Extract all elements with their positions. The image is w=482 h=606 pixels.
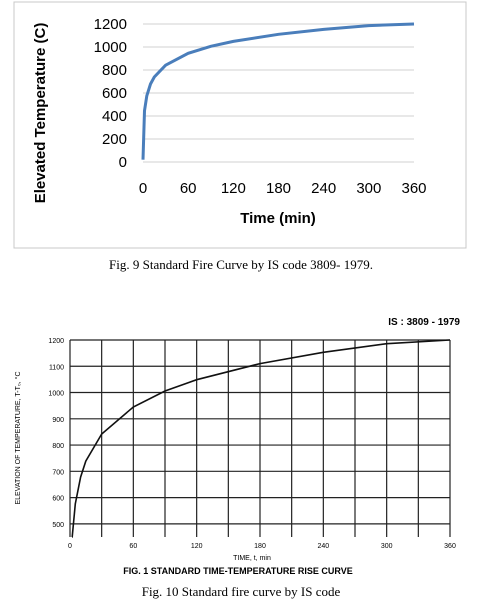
c2-y-tick-label: 1200 <box>48 338 64 345</box>
figure-10-caption: Fig. 10 Standard fire curve by IS code <box>141 584 341 599</box>
chart-1-frame <box>13 1 467 249</box>
c1-y-tick-label: 1000 <box>94 39 127 56</box>
c2-x-tick-label: 240 <box>317 543 329 550</box>
c2-y-tick-label: 700 <box>52 469 64 476</box>
c1-y-tick-label: 0 <box>119 154 127 171</box>
figure-9-caption: Fig. 9 Standard Fire Curve by IS code 38… <box>109 257 373 272</box>
chart-2-y-axis-label: ELEVATION OF TEMPERATURE, T-T₀, °C <box>14 371 22 504</box>
chart-1-y-axis-label: Elevated Temperature (C) <box>32 23 49 204</box>
c1-y-tick-label: 800 <box>102 62 127 79</box>
c1-x-tick-label: 360 <box>401 180 426 197</box>
c2-x-tick-label: 360 <box>444 543 456 550</box>
c1-y-tick-label: 200 <box>102 131 127 148</box>
c2-y-tick-label: 1000 <box>48 391 64 398</box>
c1-y-tick-label: 600 <box>102 85 127 102</box>
c1-x-tick-label: 0 <box>139 180 147 197</box>
c2-x-tick-label: 300 <box>381 543 393 550</box>
c2-y-tick-label: 600 <box>52 496 64 503</box>
c2-y-tick-label: 1100 <box>49 364 64 371</box>
c1-x-tick-label: 180 <box>266 180 291 197</box>
c1-x-tick-label: 240 <box>311 180 336 197</box>
chart-1-x-axis-label: Time (min) <box>240 210 316 227</box>
chart-2-header: IS : 3809 - 1979 <box>388 317 460 328</box>
c2-x-tick-label: 180 <box>254 543 266 550</box>
chart-2: IS : 3809 - 1979 50060070080090010001100… <box>14 317 460 576</box>
chart-1: 0 200 400 600 800 1000 1200 0 60 120 180 240 300 360… <box>13 1 467 249</box>
c2-y-tick-label: 800 <box>52 443 64 450</box>
c2-x-tick-label: 0 <box>68 543 72 550</box>
chart-1-series-line <box>141 22 415 160</box>
c2-x-tick-label: 120 <box>191 543 203 550</box>
c2-x-tick-label: 60 <box>129 543 137 550</box>
c2-y-tick-label: 900 <box>52 417 64 424</box>
c1-x-tick-label: 120 <box>221 180 246 197</box>
c1-y-tick-label: 1200 <box>94 16 127 33</box>
c2-y-tick-label: 500 <box>52 522 64 529</box>
c1-x-tick-label: 60 <box>180 180 197 197</box>
c1-y-tick-label: 400 <box>102 108 127 125</box>
c1-x-tick-label: 300 <box>356 180 381 197</box>
chart-2-series-line <box>71 339 451 538</box>
chart-2-x-axis-label: TIME, t, min <box>233 555 271 562</box>
chart-2-figure-title: FIG. 1 STANDARD TIME-TEMPERATURE RISE CU… <box>123 566 353 576</box>
